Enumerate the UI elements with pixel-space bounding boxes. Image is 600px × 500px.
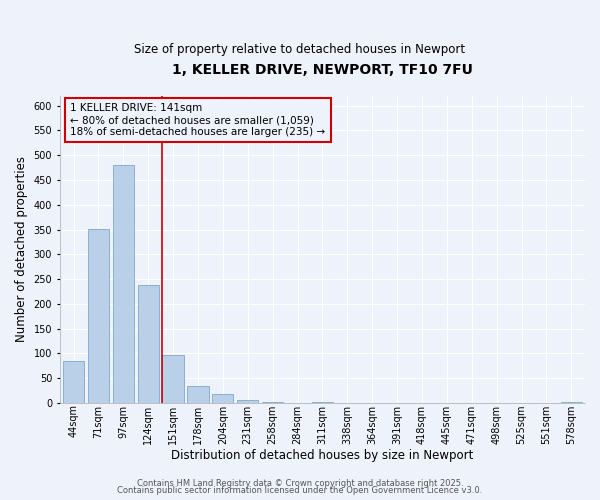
Bar xyxy=(88,228,109,403)
Bar xyxy=(212,394,233,403)
Text: Size of property relative to detached houses in Newport: Size of property relative to detached ho… xyxy=(134,42,466,56)
Text: Contains public sector information licensed under the Open Government Licence v3: Contains public sector information licen… xyxy=(118,486,482,495)
Bar xyxy=(262,402,283,403)
X-axis label: Distribution of detached houses by size in Newport: Distribution of detached houses by size … xyxy=(171,450,473,462)
Bar xyxy=(163,355,184,403)
Bar xyxy=(63,361,84,403)
Bar xyxy=(187,386,209,403)
Text: Contains HM Land Registry data © Crown copyright and database right 2025.: Contains HM Land Registry data © Crown c… xyxy=(137,478,463,488)
Title: 1, KELLER DRIVE, NEWPORT, TF10 7FU: 1, KELLER DRIVE, NEWPORT, TF10 7FU xyxy=(172,62,473,76)
Text: 1 KELLER DRIVE: 141sqm
← 80% of detached houses are smaller (1,059)
18% of semi-: 1 KELLER DRIVE: 141sqm ← 80% of detached… xyxy=(70,104,325,136)
Bar xyxy=(312,402,333,403)
Bar xyxy=(561,402,582,403)
Bar xyxy=(137,285,159,403)
Bar xyxy=(113,165,134,403)
Bar xyxy=(237,400,259,403)
Y-axis label: Number of detached properties: Number of detached properties xyxy=(15,156,28,342)
